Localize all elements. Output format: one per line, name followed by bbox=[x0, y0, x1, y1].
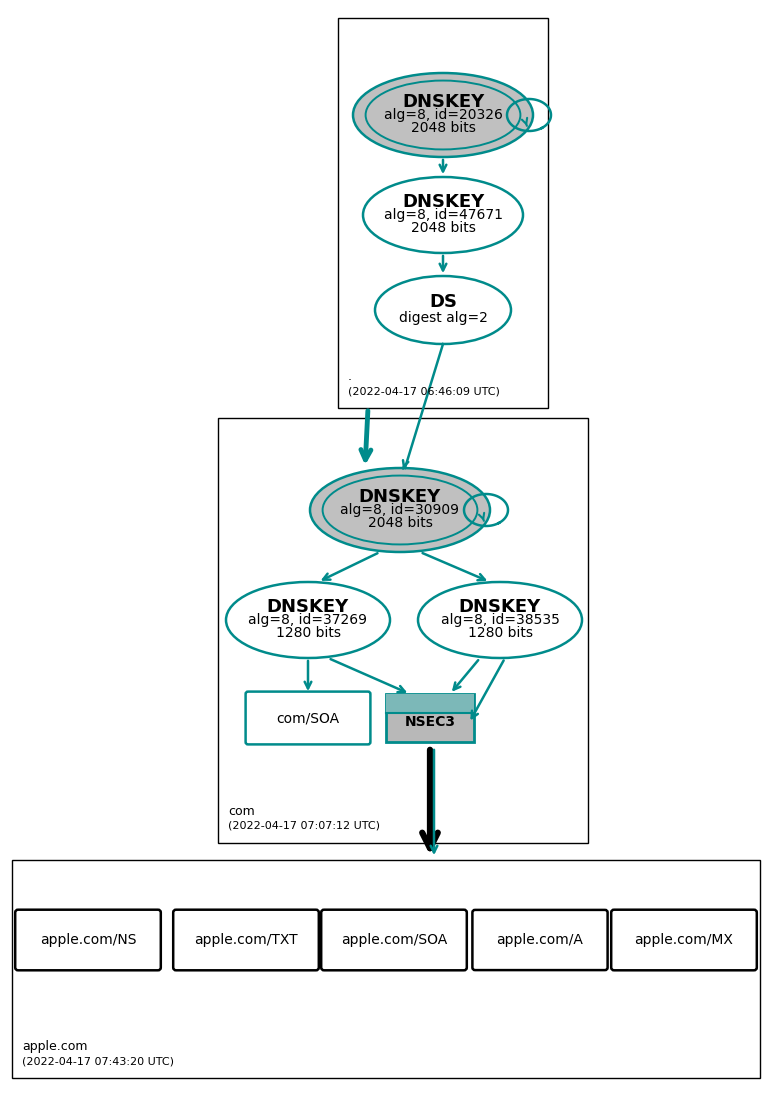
Text: apple.com/MX: apple.com/MX bbox=[635, 933, 733, 947]
FancyBboxPatch shape bbox=[611, 910, 757, 970]
Text: .: . bbox=[348, 370, 352, 383]
Ellipse shape bbox=[226, 582, 390, 657]
Text: alg=8, id=47671: alg=8, id=47671 bbox=[384, 208, 503, 222]
Bar bbox=[338, 18, 548, 408]
Text: digest alg=2: digest alg=2 bbox=[398, 311, 487, 325]
Text: 2048 bits: 2048 bits bbox=[411, 221, 476, 235]
Text: apple.com/NS: apple.com/NS bbox=[39, 933, 136, 947]
Text: apple.com/TXT: apple.com/TXT bbox=[195, 933, 298, 947]
FancyBboxPatch shape bbox=[321, 910, 467, 970]
Text: 2048 bits: 2048 bits bbox=[367, 516, 432, 529]
Text: 2048 bits: 2048 bits bbox=[411, 121, 476, 135]
Bar bbox=[12, 860, 760, 1078]
Text: DNSKEY: DNSKEY bbox=[267, 598, 349, 616]
FancyBboxPatch shape bbox=[472, 910, 608, 970]
Ellipse shape bbox=[375, 276, 511, 344]
Ellipse shape bbox=[418, 582, 582, 657]
Text: apple.com: apple.com bbox=[22, 1040, 87, 1054]
Bar bbox=[386, 694, 474, 713]
Text: com: com bbox=[228, 805, 255, 818]
Text: DNSKEY: DNSKEY bbox=[402, 93, 484, 110]
Ellipse shape bbox=[323, 476, 477, 545]
Text: 1280 bits: 1280 bits bbox=[276, 626, 340, 640]
Text: alg=8, id=38535: alg=8, id=38535 bbox=[441, 613, 560, 627]
Text: DNSKEY: DNSKEY bbox=[359, 488, 441, 507]
Text: (2022-04-17 07:07:12 UTC): (2022-04-17 07:07:12 UTC) bbox=[228, 820, 380, 831]
Text: DNSKEY: DNSKEY bbox=[402, 193, 484, 211]
Ellipse shape bbox=[310, 468, 490, 552]
FancyBboxPatch shape bbox=[173, 910, 319, 970]
FancyBboxPatch shape bbox=[15, 910, 161, 970]
Bar bbox=[386, 694, 474, 742]
Text: apple.com/SOA: apple.com/SOA bbox=[341, 933, 447, 947]
Ellipse shape bbox=[353, 73, 533, 158]
Ellipse shape bbox=[363, 177, 523, 253]
Text: DNSKEY: DNSKEY bbox=[459, 598, 541, 616]
Text: 1280 bits: 1280 bits bbox=[468, 626, 533, 640]
Text: apple.com/A: apple.com/A bbox=[496, 933, 584, 947]
Text: alg=8, id=37269: alg=8, id=37269 bbox=[249, 613, 367, 627]
Ellipse shape bbox=[366, 81, 520, 150]
Text: alg=8, id=30909: alg=8, id=30909 bbox=[340, 503, 459, 517]
Text: alg=8, id=20326: alg=8, id=20326 bbox=[384, 108, 503, 123]
Text: DS: DS bbox=[429, 293, 457, 311]
Bar bbox=[218, 418, 588, 843]
FancyBboxPatch shape bbox=[245, 691, 371, 744]
Text: (2022-04-17 07:43:20 UTC): (2022-04-17 07:43:20 UTC) bbox=[22, 1056, 174, 1066]
Text: (2022-04-17 06:46:09 UTC): (2022-04-17 06:46:09 UTC) bbox=[348, 386, 500, 396]
Text: NSEC3: NSEC3 bbox=[405, 715, 455, 729]
Text: com/SOA: com/SOA bbox=[276, 711, 340, 725]
